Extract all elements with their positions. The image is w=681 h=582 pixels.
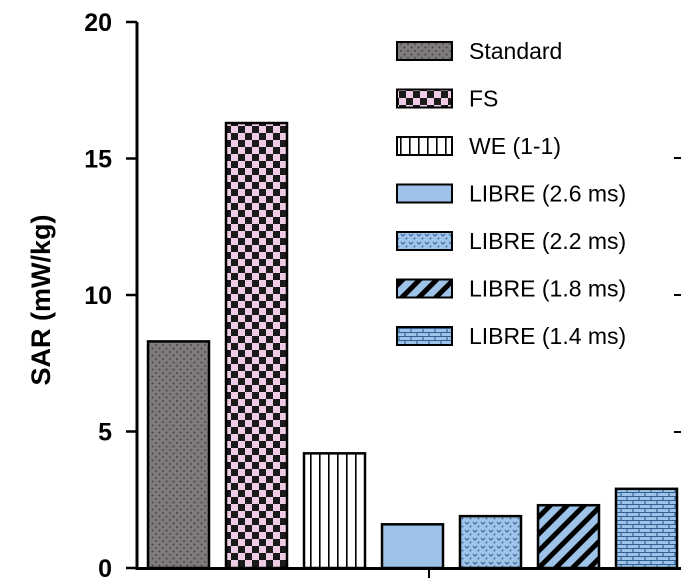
y-ticks: 0 5 10 15 20: [84, 9, 137, 582]
legend-swatch-1: [396, 88, 453, 109]
legend-label-0: Standard: [469, 38, 562, 64]
legend-label-4: LIBRE (2.2 ms): [469, 228, 626, 254]
bar-4: [458, 514, 523, 570]
y-tick-label: 0: [98, 555, 112, 582]
legend-swatch-2: [396, 136, 453, 156]
legend-swatch-3: [396, 183, 453, 204]
y-axis-label: SAR (mW/kg): [26, 215, 56, 386]
bars-group: [146, 121, 679, 570]
legend-swatch-4: [396, 231, 453, 251]
bar-5: [536, 503, 601, 570]
bar-0: [146, 340, 211, 570]
y-tick-label: 15: [84, 146, 112, 174]
legend-swatch-0: [396, 41, 453, 61]
legend-label-2: WE (1-1): [469, 133, 561, 159]
y-tick-label: 10: [84, 282, 112, 310]
legend-label-1: FS: [469, 86, 498, 112]
bar-2: [302, 452, 367, 570]
legend-label-5: LIBRE (1.8 ms): [469, 276, 626, 302]
legend: Standard FS WE (1-1) LIBRE (2.6 ms) LIBRE (2…: [396, 38, 626, 349]
y-tick-label: 5: [98, 419, 112, 447]
legend-swatch-6: [396, 326, 453, 346]
legend-label-6: LIBRE (1.4 ms): [469, 323, 626, 349]
bar-6: [614, 487, 679, 570]
bar-3: [380, 523, 445, 570]
y-tick-label: 20: [84, 9, 112, 37]
legend-swatch-5: [396, 278, 453, 299]
legend-label-3: LIBRE (2.6 ms): [469, 181, 626, 207]
bar-1: [224, 121, 289, 570]
